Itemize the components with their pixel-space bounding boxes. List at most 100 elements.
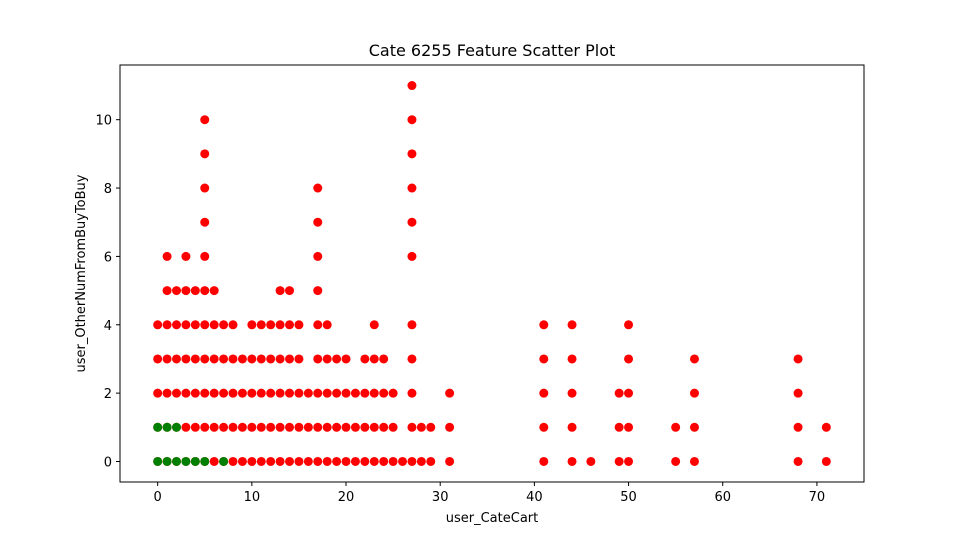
scatter-point xyxy=(341,422,351,432)
scatter-point xyxy=(567,320,577,330)
scatter-point xyxy=(200,456,210,466)
scatter-point xyxy=(350,388,360,398)
scatter-point xyxy=(228,388,238,398)
scatter-point xyxy=(322,320,332,330)
scatter-point xyxy=(200,354,210,364)
scatter-point xyxy=(341,354,351,364)
scatter-point xyxy=(426,422,436,432)
scatter-point xyxy=(162,286,172,296)
scatter-point xyxy=(313,388,323,398)
scatter-point xyxy=(614,422,624,432)
scatter-point xyxy=(190,320,200,330)
scatter-point xyxy=(162,388,172,398)
scatter-point xyxy=(614,388,624,398)
scatter-point xyxy=(388,388,398,398)
scatter-point xyxy=(539,388,549,398)
scatter-point xyxy=(539,456,549,466)
scatter-point xyxy=(379,354,389,364)
scatter-point xyxy=(285,422,295,432)
scatter-point xyxy=(624,422,634,432)
scatter-point xyxy=(172,422,182,432)
scatter-point xyxy=(689,354,699,364)
scatter-point xyxy=(200,388,210,398)
scatter-point xyxy=(445,456,455,466)
scatter-point xyxy=(624,320,634,330)
scatter-point xyxy=(181,388,191,398)
y-tick-label: 2 xyxy=(104,387,112,402)
scatter-point xyxy=(407,388,417,398)
scatter-point xyxy=(313,456,323,466)
scatter-point xyxy=(200,422,210,432)
scatter-point xyxy=(275,388,285,398)
scatter-point xyxy=(567,422,577,432)
scatter-point xyxy=(313,217,323,227)
scatter-point xyxy=(200,149,210,159)
scatter-point xyxy=(793,456,803,466)
scatter-point xyxy=(200,320,210,330)
scatter-point xyxy=(153,456,163,466)
scatter-point xyxy=(313,183,323,193)
scatter-point xyxy=(793,422,803,432)
scatter-point xyxy=(190,388,200,398)
scatter-point xyxy=(671,422,681,432)
plot-frame xyxy=(119,64,865,483)
scatter-point xyxy=(181,456,191,466)
scatter-point xyxy=(369,456,379,466)
x-tick-label: 60 xyxy=(714,490,731,505)
scatter-point xyxy=(209,286,219,296)
scatter-point xyxy=(407,251,417,261)
scatter-point xyxy=(332,354,342,364)
scatter-point xyxy=(369,388,379,398)
scatter-point xyxy=(407,183,417,193)
scatter-point xyxy=(285,286,295,296)
scatter-point xyxy=(313,320,323,330)
scatter-point xyxy=(190,286,200,296)
scatter-point xyxy=(200,251,210,261)
scatter-point xyxy=(247,422,257,432)
series-1 xyxy=(153,422,229,466)
scatter-point xyxy=(322,354,332,364)
scatter-point xyxy=(416,422,426,432)
scatter-point xyxy=(398,456,408,466)
scatter-point xyxy=(350,422,360,432)
scatter-point xyxy=(313,286,323,296)
x-tick-label: 70 xyxy=(809,490,826,505)
scatter-point xyxy=(567,456,577,466)
scatter-point xyxy=(181,320,191,330)
scatter-point xyxy=(266,320,276,330)
scatter-point xyxy=(303,456,313,466)
x-axis-title: user_CateCart xyxy=(446,511,538,526)
scatter-point xyxy=(379,422,389,432)
scatter-point xyxy=(322,388,332,398)
scatter-point xyxy=(162,456,172,466)
scatter-point xyxy=(793,388,803,398)
scatter-point xyxy=(407,217,417,227)
scatter-point xyxy=(219,320,229,330)
scatter-point xyxy=(153,320,163,330)
scatter-point xyxy=(322,422,332,432)
scatter-point xyxy=(313,354,323,364)
scatter-point xyxy=(407,149,417,159)
scatter-point xyxy=(228,456,238,466)
scatter-point xyxy=(294,354,304,364)
scatter-point xyxy=(200,183,210,193)
scatter-point xyxy=(275,286,285,296)
scatter-point xyxy=(275,456,285,466)
scatter-point xyxy=(407,456,417,466)
scatter-point xyxy=(219,354,229,364)
scatter-point xyxy=(388,456,398,466)
scatter-point xyxy=(153,388,163,398)
scatter-point xyxy=(332,422,342,432)
scatter-point xyxy=(247,320,257,330)
scatter-point xyxy=(689,456,699,466)
scatter-point xyxy=(237,422,247,432)
chart-title: Cate 6255 Feature Scatter Plot xyxy=(369,41,616,60)
y-tick-label: 4 xyxy=(104,319,112,334)
x-tick-label: 0 xyxy=(154,490,162,505)
scatter-point xyxy=(172,320,182,330)
scatter-point xyxy=(379,456,389,466)
scatter-point xyxy=(567,388,577,398)
scatter-point xyxy=(209,388,219,398)
scatter-point xyxy=(614,456,624,466)
